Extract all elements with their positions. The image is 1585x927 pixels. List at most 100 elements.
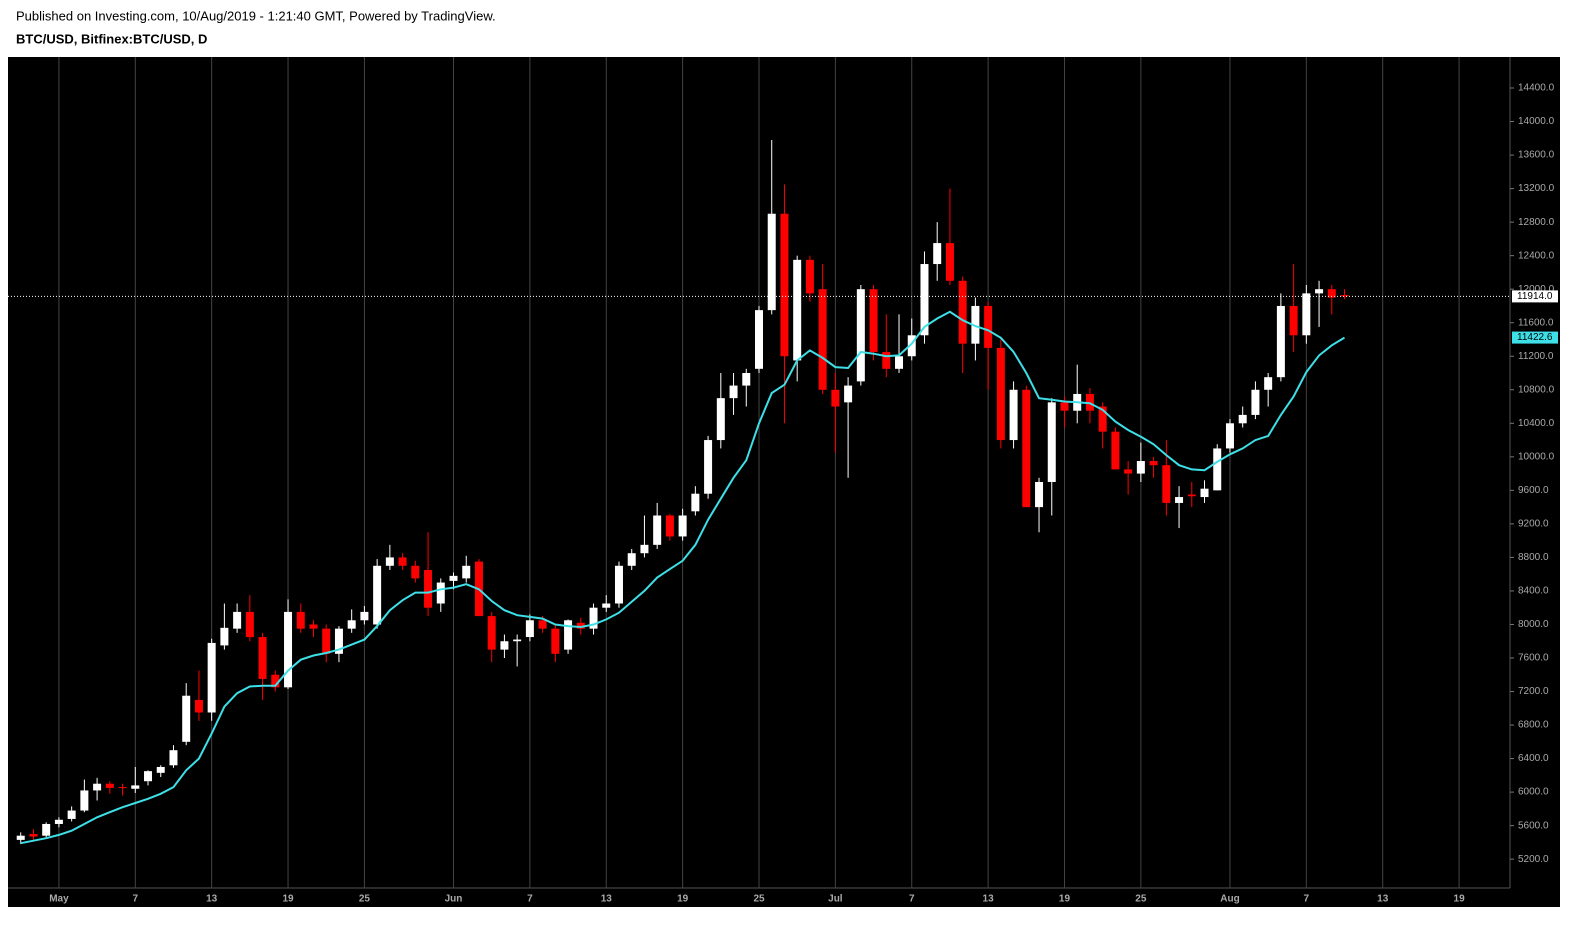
candle-body bbox=[1136, 461, 1145, 474]
candle-body bbox=[462, 565, 471, 579]
x-tick-label: 25 bbox=[1135, 894, 1147, 905]
candle-body bbox=[118, 787, 127, 789]
candle-body bbox=[716, 398, 725, 441]
x-tick-label: 25 bbox=[359, 894, 371, 905]
candle-body bbox=[271, 674, 280, 688]
x-tick-label: 7 bbox=[1304, 894, 1310, 905]
y-tick-label: 6400.0 bbox=[1518, 753, 1549, 764]
x-tick-label: 19 bbox=[1454, 894, 1466, 905]
x-tick-label: 19 bbox=[677, 894, 689, 905]
candle-body bbox=[1124, 469, 1133, 474]
candle-body bbox=[1047, 402, 1056, 482]
candle-body bbox=[805, 259, 814, 294]
x-tick-label: 19 bbox=[1059, 894, 1071, 905]
y-tick-label: 13600.0 bbox=[1518, 150, 1555, 161]
candle-body bbox=[411, 565, 420, 579]
candle-body bbox=[640, 544, 649, 554]
candle-body bbox=[1238, 414, 1247, 424]
candle-body bbox=[334, 628, 343, 654]
candle-body bbox=[233, 611, 242, 629]
candle-body bbox=[1327, 289, 1336, 298]
candle-body bbox=[42, 823, 51, 836]
candle-body bbox=[933, 243, 942, 265]
candle-body bbox=[500, 641, 509, 650]
y-tick-label: 9200.0 bbox=[1518, 519, 1549, 530]
candle-body bbox=[182, 695, 191, 742]
candle-body bbox=[996, 347, 1005, 441]
candle-body bbox=[704, 440, 713, 494]
y-tick-label: 7600.0 bbox=[1518, 653, 1549, 664]
x-tick-label: Jun bbox=[445, 894, 463, 905]
candle-body bbox=[373, 565, 382, 625]
candle-body bbox=[207, 642, 216, 713]
ma-badge bbox=[1512, 331, 1558, 344]
candle-body bbox=[322, 628, 331, 654]
candle-body bbox=[1098, 406, 1107, 432]
x-tick-label: Aug bbox=[1220, 894, 1239, 905]
x-tick-label: 13 bbox=[983, 894, 995, 905]
candle-body bbox=[653, 515, 662, 545]
candle-body bbox=[818, 289, 827, 390]
x-tick-label: 13 bbox=[206, 894, 218, 905]
symbol-title: BTC/USD, Bitfinex:BTC/USD, D bbox=[16, 31, 207, 46]
candle-body bbox=[525, 620, 534, 638]
y-tick-label: 12000.0 bbox=[1518, 284, 1555, 295]
candle-body bbox=[385, 557, 394, 566]
candle-body bbox=[895, 356, 904, 369]
candle-body bbox=[449, 575, 458, 581]
x-tick-label: Jul bbox=[828, 894, 843, 905]
candle-body bbox=[487, 616, 496, 650]
candle-body bbox=[245, 611, 254, 638]
y-tick-label: 10400.0 bbox=[1518, 418, 1555, 429]
candle-body bbox=[958, 280, 967, 344]
candle-body bbox=[1035, 481, 1044, 508]
x-tick-label: May bbox=[49, 894, 69, 905]
candle-body bbox=[360, 611, 369, 621]
y-tick-label: 11200.0 bbox=[1518, 351, 1554, 362]
candle-body bbox=[551, 628, 560, 654]
candle-body bbox=[538, 620, 547, 629]
y-tick-label: 12400.0 bbox=[1518, 250, 1555, 261]
candle-body bbox=[856, 289, 865, 382]
candle-body bbox=[93, 783, 102, 791]
candle-body bbox=[1187, 494, 1196, 497]
y-tick-label: 6800.0 bbox=[1518, 720, 1549, 731]
candle-body bbox=[131, 785, 140, 789]
candle-body bbox=[691, 493, 700, 512]
y-tick-label: 9600.0 bbox=[1518, 485, 1549, 496]
candle-body bbox=[54, 819, 63, 824]
candle-body bbox=[767, 213, 776, 311]
candle-body bbox=[602, 603, 611, 608]
candle-body bbox=[1251, 389, 1260, 415]
candle-body bbox=[665, 515, 674, 537]
candle-body bbox=[67, 810, 76, 819]
candle-body bbox=[729, 385, 738, 399]
candle-body bbox=[284, 611, 293, 688]
candle-body bbox=[1264, 377, 1273, 390]
candle-body bbox=[1200, 488, 1209, 498]
candle-body bbox=[169, 750, 178, 766]
candle-body bbox=[1162, 465, 1171, 503]
candle-body bbox=[1111, 431, 1120, 470]
candle-body bbox=[194, 699, 203, 713]
candle-body bbox=[296, 611, 305, 629]
moving-average-line bbox=[20, 310, 1346, 845]
candle-body bbox=[882, 352, 891, 369]
x-tick-label: 7 bbox=[133, 894, 139, 905]
y-tick-label: 5600.0 bbox=[1518, 820, 1549, 831]
x-tick-label: 13 bbox=[601, 894, 613, 905]
candle-body bbox=[614, 565, 623, 604]
candle-body bbox=[513, 639, 522, 642]
y-tick-label: 8400.0 bbox=[1518, 586, 1549, 597]
candle-body bbox=[576, 622, 585, 629]
candle-body bbox=[1060, 402, 1069, 411]
candle-body bbox=[945, 243, 954, 281]
candle-body bbox=[920, 264, 929, 336]
y-tick-label: 8000.0 bbox=[1518, 619, 1549, 630]
candle-body bbox=[589, 607, 598, 629]
y-tick-label: 14000.0 bbox=[1518, 116, 1555, 127]
candle-body bbox=[436, 582, 445, 604]
candle-body bbox=[1175, 497, 1184, 503]
